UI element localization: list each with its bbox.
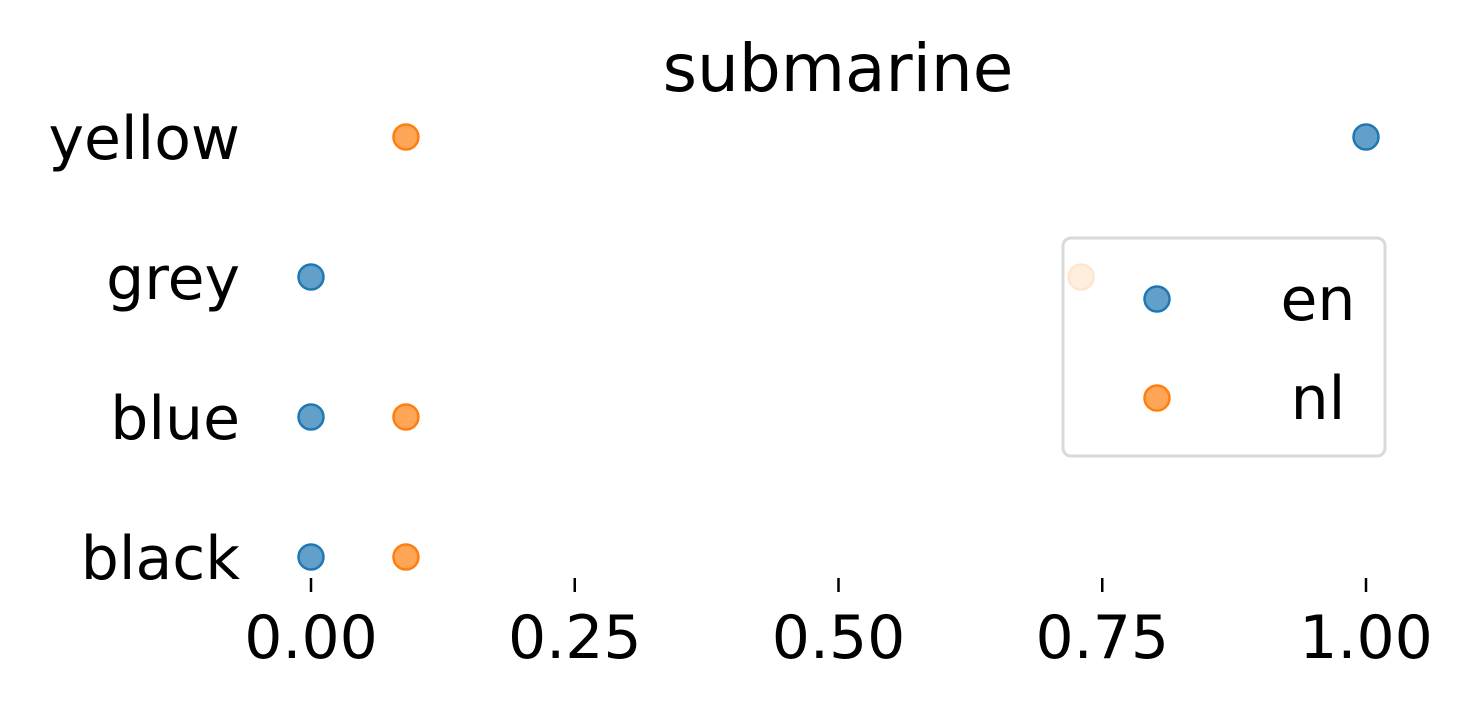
x-axis-ticks: 0.00 0.25 0.50 0.75 1.00	[244, 578, 1433, 673]
y-tick-label-grey: grey	[106, 244, 240, 314]
x-tick-label: 1.00	[1299, 603, 1433, 673]
point-en-grey	[297, 263, 325, 291]
point-nl-black	[392, 543, 420, 571]
y-tick-label-blue: blue	[110, 384, 240, 454]
legend-marker-en	[1143, 285, 1171, 313]
y-tick-label-black: black	[81, 524, 241, 594]
y-tick-label-yellow: yellow	[48, 104, 240, 174]
point-en-yellow	[1352, 123, 1380, 151]
legend-marker-nl	[1143, 384, 1171, 412]
legend-label-nl: nl	[1291, 364, 1346, 434]
chart-title: submarine	[663, 30, 1014, 107]
legend: en nl	[1061, 236, 1387, 458]
point-nl-yellow	[392, 123, 420, 151]
legend-label-en: en	[1281, 265, 1356, 335]
point-en-blue	[297, 403, 325, 431]
y-axis-labels: yellow grey blue black	[48, 104, 240, 594]
point-nl-blue	[392, 403, 420, 431]
x-tick-label: 0.25	[508, 603, 642, 673]
x-tick-label: 0.75	[1035, 603, 1169, 673]
point-en-black	[297, 543, 325, 571]
x-tick-label: 0.00	[244, 603, 378, 673]
x-tick-label: 0.50	[772, 603, 906, 673]
legend-frame	[1061, 236, 1387, 458]
